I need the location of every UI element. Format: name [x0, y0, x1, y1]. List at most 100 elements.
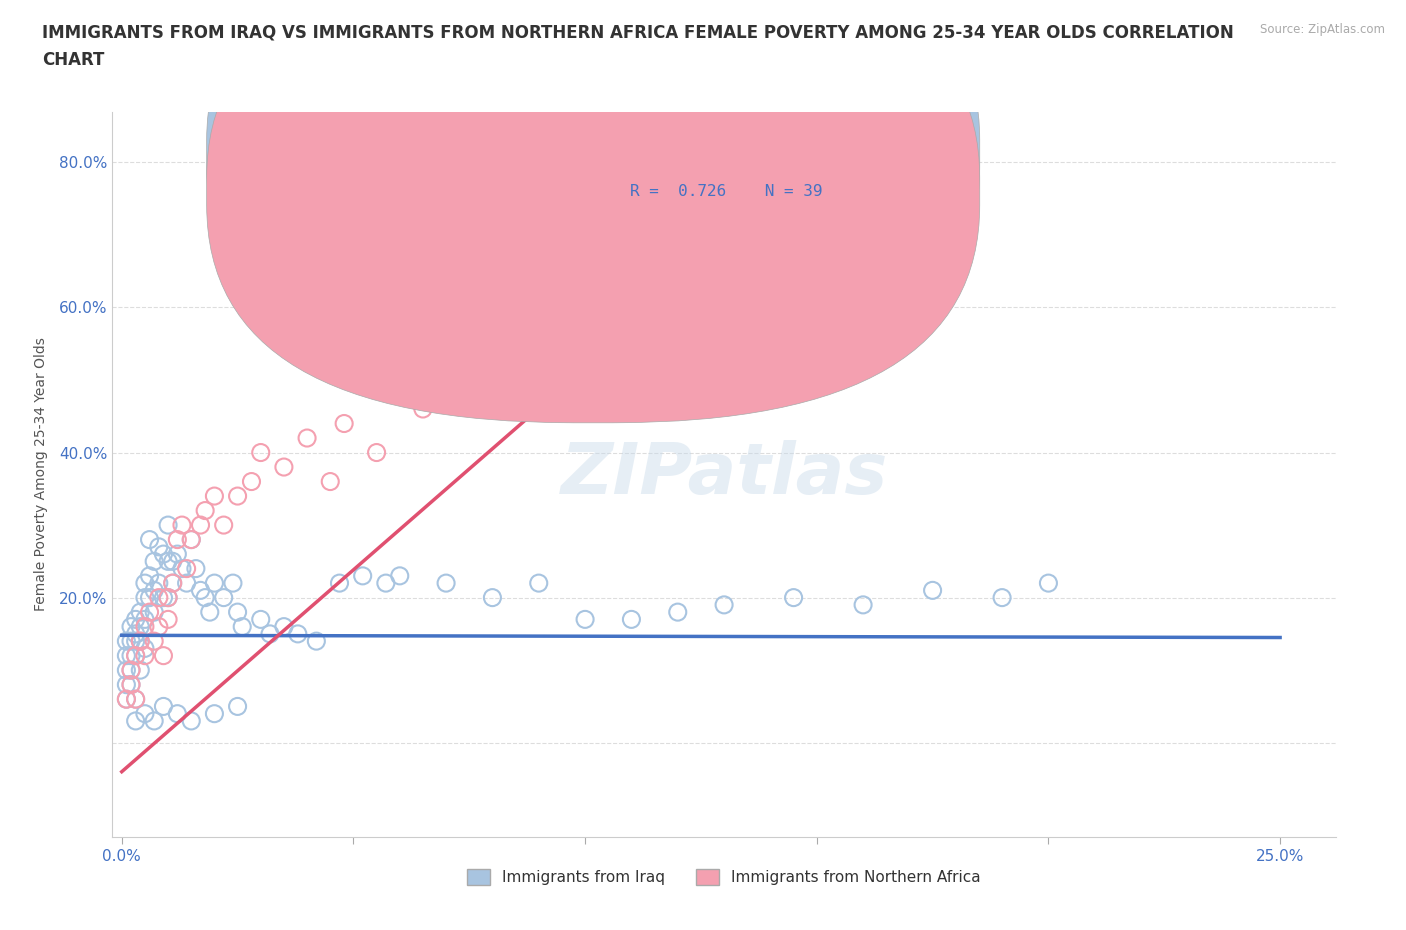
- Point: [148, 619, 170, 634]
- Point: [138, 568, 160, 583]
- Point: [273, 619, 295, 634]
- Point: [319, 474, 342, 489]
- Point: [120, 663, 142, 678]
- Point: [249, 612, 271, 627]
- Point: [162, 554, 184, 569]
- Point: [134, 612, 156, 627]
- Point: [166, 547, 188, 562]
- Point: [1038, 576, 1060, 591]
- Point: [166, 706, 188, 721]
- Point: [287, 627, 309, 642]
- Point: [157, 554, 180, 569]
- Point: [124, 692, 146, 707]
- Point: [240, 474, 263, 489]
- Point: [412, 402, 434, 417]
- Text: R = -0.013    N = 80: R = -0.013 N = 80: [630, 146, 823, 161]
- Point: [305, 633, 328, 648]
- Point: [124, 612, 146, 627]
- Point: [157, 518, 180, 533]
- Point: [134, 641, 156, 656]
- Point: [120, 677, 142, 692]
- Point: [124, 627, 146, 642]
- Point: [157, 591, 180, 605]
- Point: [120, 648, 142, 663]
- Point: [434, 576, 457, 591]
- Point: [152, 699, 174, 714]
- Point: [333, 416, 356, 431]
- Point: [505, 278, 527, 293]
- Point: [782, 591, 804, 605]
- Point: [481, 591, 503, 605]
- Point: [180, 713, 202, 728]
- Point: [143, 633, 166, 648]
- Text: R =  0.726    N = 39: R = 0.726 N = 39: [630, 184, 823, 199]
- Point: [259, 627, 281, 642]
- Point: [366, 445, 388, 460]
- Point: [180, 532, 202, 547]
- Point: [204, 576, 226, 591]
- Y-axis label: Female Poverty Among 25-34 Year Olds: Female Poverty Among 25-34 Year Olds: [34, 338, 48, 611]
- Point: [180, 532, 202, 547]
- Point: [388, 568, 411, 583]
- FancyBboxPatch shape: [553, 126, 901, 217]
- Point: [226, 488, 249, 503]
- Point: [921, 583, 943, 598]
- Point: [198, 604, 221, 619]
- Point: [190, 583, 212, 598]
- Point: [991, 591, 1014, 605]
- Point: [204, 488, 226, 503]
- Point: [115, 648, 138, 663]
- Legend: Immigrants from Iraq, Immigrants from Northern Africa: Immigrants from Iraq, Immigrants from No…: [461, 863, 987, 891]
- Point: [138, 532, 160, 547]
- Point: [176, 576, 198, 591]
- Point: [129, 633, 152, 648]
- Point: [134, 591, 156, 605]
- Point: [115, 692, 138, 707]
- Point: [212, 518, 235, 533]
- Point: [134, 619, 156, 634]
- Point: [328, 576, 350, 591]
- Point: [226, 604, 249, 619]
- Point: [124, 692, 146, 707]
- Point: [124, 713, 146, 728]
- Point: [212, 591, 235, 605]
- Point: [249, 445, 271, 460]
- Point: [458, 286, 481, 300]
- Point: [162, 576, 184, 591]
- Point: [374, 576, 396, 591]
- Point: [124, 648, 146, 663]
- Point: [190, 518, 212, 533]
- Point: [148, 576, 170, 591]
- Point: [620, 612, 643, 627]
- Point: [166, 532, 188, 547]
- Point: [134, 706, 156, 721]
- Point: [273, 459, 295, 474]
- Point: [124, 633, 146, 648]
- Point: [666, 604, 689, 619]
- Point: [148, 539, 170, 554]
- Point: [713, 597, 735, 612]
- Point: [170, 561, 193, 576]
- Point: [129, 604, 152, 619]
- Point: [152, 648, 174, 663]
- Point: [352, 568, 374, 583]
- Point: [852, 597, 875, 612]
- Point: [222, 576, 245, 591]
- Point: [120, 663, 142, 678]
- Point: [157, 591, 180, 605]
- Point: [157, 612, 180, 627]
- Point: [138, 604, 160, 619]
- Point: [620, 286, 643, 300]
- Point: [115, 692, 138, 707]
- Text: CHART: CHART: [42, 51, 104, 69]
- Point: [143, 604, 166, 619]
- Point: [527, 576, 550, 591]
- Point: [184, 561, 207, 576]
- Point: [129, 663, 152, 678]
- Point: [129, 619, 152, 634]
- Point: [170, 518, 193, 533]
- Point: [120, 677, 142, 692]
- Point: [666, 278, 689, 293]
- Point: [120, 633, 142, 648]
- Point: [129, 633, 152, 648]
